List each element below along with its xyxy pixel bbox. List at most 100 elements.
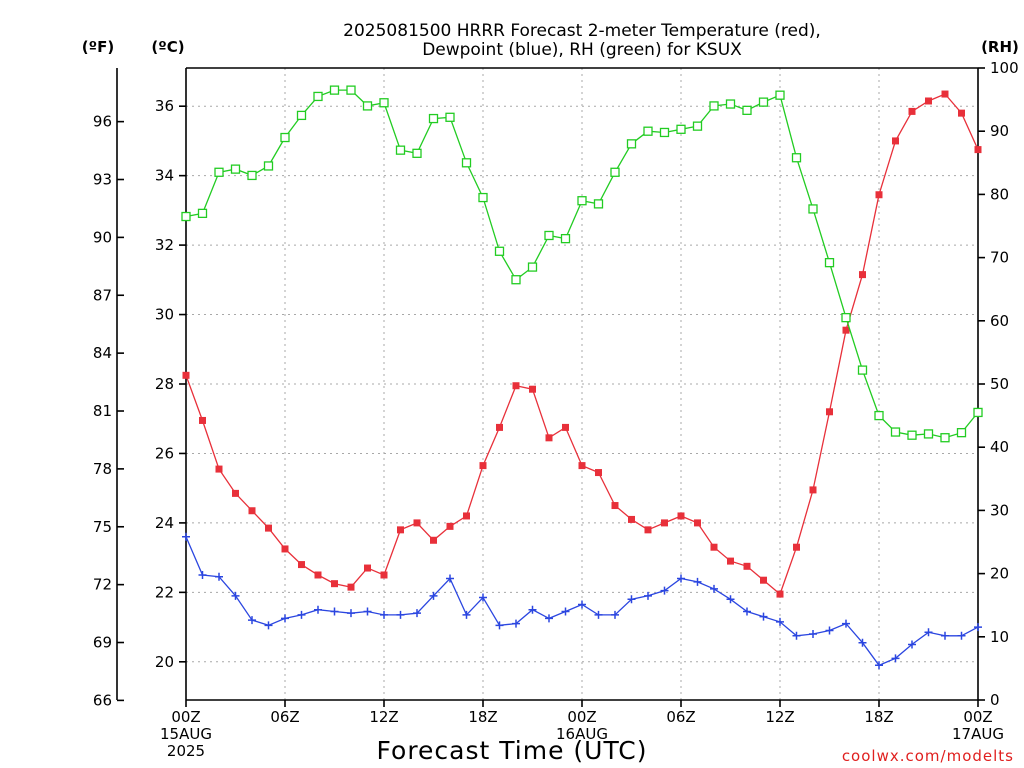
- temperature-point: [793, 543, 800, 551]
- dewpoint-point: [792, 631, 801, 640]
- temperature-point: [545, 434, 553, 442]
- rh-tick-label: 90: [990, 122, 1009, 140]
- temperature-point: [512, 382, 520, 390]
- rh-point: [692, 121, 703, 131]
- temperature-point: [314, 571, 322, 579]
- rh-tick-label: 100: [990, 59, 1019, 77]
- temperature-point: [974, 146, 982, 154]
- dewpoint-point: [924, 628, 933, 637]
- rh-point: [659, 127, 670, 138]
- rh-point: [923, 429, 934, 439]
- celsius-tick-label: 32: [155, 236, 174, 254]
- celsius-tick-label: 22: [155, 583, 174, 601]
- dewpoint-point: [644, 591, 652, 600]
- temperature-point: [413, 519, 421, 527]
- celsius-unit-label: (ºC): [151, 38, 184, 56]
- rh-point: [214, 167, 224, 177]
- rh-unit-label: (RH): [981, 38, 1019, 56]
- temperature-point: [677, 512, 685, 520]
- dewpoint-point: [578, 600, 586, 609]
- rh-point: [808, 204, 818, 214]
- temperature-point: [743, 562, 751, 570]
- temperature-point: [694, 519, 701, 527]
- x-tick-label: 06Z: [270, 708, 299, 726]
- rh-tick-label: 10: [990, 628, 1009, 646]
- data-series: [181, 85, 983, 670]
- dewpoint-point: [545, 614, 553, 623]
- rh-point: [527, 262, 538, 272]
- dewpoint-point: [743, 607, 751, 616]
- dewpoint-point: [974, 623, 982, 632]
- rh-point: [593, 199, 604, 209]
- chart-title-line-2: Dewpoint (blue), RH (green) for KSUX: [422, 40, 742, 60]
- x-tick-label: 18Z: [468, 708, 497, 726]
- fahrenheit-tick-label: 81: [93, 402, 112, 420]
- dewpoint-point: [941, 631, 949, 640]
- temperature-point: [776, 590, 784, 598]
- temperature-point: [875, 191, 883, 199]
- dewpoint-point: [314, 605, 322, 614]
- temperature-point: [826, 408, 833, 416]
- temperature-point: [446, 522, 454, 530]
- rh-point: [346, 85, 356, 95]
- dewpoint-point: [479, 593, 487, 602]
- rh-tick-label: 20: [990, 565, 1009, 583]
- dewpoint-point: [248, 616, 256, 625]
- rh-tick-label: 40: [990, 438, 1009, 456]
- x-tick-label: 00Z: [567, 708, 596, 726]
- rh-point: [775, 90, 785, 100]
- celsius-tick-label: 20: [155, 653, 174, 671]
- dewpoint-point: [561, 607, 570, 616]
- fahrenheit-tick-label: 75: [93, 518, 112, 536]
- temperature-point: [479, 462, 487, 470]
- rh-point: [973, 407, 983, 418]
- temperature-point: [710, 543, 718, 551]
- rh-point: [181, 211, 191, 222]
- rh-point: [263, 161, 274, 171]
- grid-lines: [186, 68, 978, 700]
- fahrenheit-tick-label: 96: [93, 113, 112, 131]
- rh-point: [494, 246, 505, 256]
- temperature-point: [892, 137, 899, 145]
- rh-point: [676, 124, 686, 134]
- rh-point: [791, 153, 802, 163]
- celsius-tick-label: 34: [155, 167, 174, 185]
- source-credit: coolwx.com/modelts: [842, 747, 1014, 765]
- dewpoint-point: [512, 619, 520, 628]
- temperature-point: [644, 526, 652, 534]
- rh-point: [824, 258, 835, 268]
- dewpoint-point: [842, 619, 850, 628]
- celsius-tick-label: 26: [155, 444, 174, 462]
- temperature-point: [397, 526, 404, 534]
- rh-point: [626, 139, 637, 149]
- temperature-point: [578, 462, 586, 470]
- dewpoint-point: [677, 574, 685, 583]
- rh-point: [956, 428, 967, 438]
- rh-tick-label: 80: [990, 185, 1009, 203]
- x-tick-label: 12Z: [765, 708, 794, 726]
- rh-point: [247, 170, 257, 181]
- temperature-point: [298, 561, 305, 569]
- temperature-point: [859, 271, 866, 279]
- dewpoint-point: [215, 572, 223, 581]
- dewpoint-point: [627, 595, 636, 604]
- dewpoint-series: [182, 532, 982, 670]
- dewpoint-point: [528, 605, 537, 614]
- dewpoint-point: [594, 610, 603, 619]
- rh-point: [890, 427, 901, 437]
- dewpoint-point: [825, 626, 834, 635]
- temperature-point: [331, 580, 338, 588]
- dewpoint-point: [875, 661, 883, 670]
- temperature-point: [958, 109, 965, 117]
- rh-line: [185, 89, 979, 439]
- dewpoint-point: [330, 607, 339, 616]
- fahrenheit-tick-label: 84: [93, 344, 112, 362]
- celsius-tick-label: 30: [155, 306, 174, 324]
- temperature-point: [232, 489, 239, 497]
- dewpoint-point: [231, 591, 240, 600]
- dewpoint-point: [495, 621, 504, 630]
- rh-point: [230, 164, 241, 174]
- fahrenheit-tick-label: 66: [93, 691, 112, 709]
